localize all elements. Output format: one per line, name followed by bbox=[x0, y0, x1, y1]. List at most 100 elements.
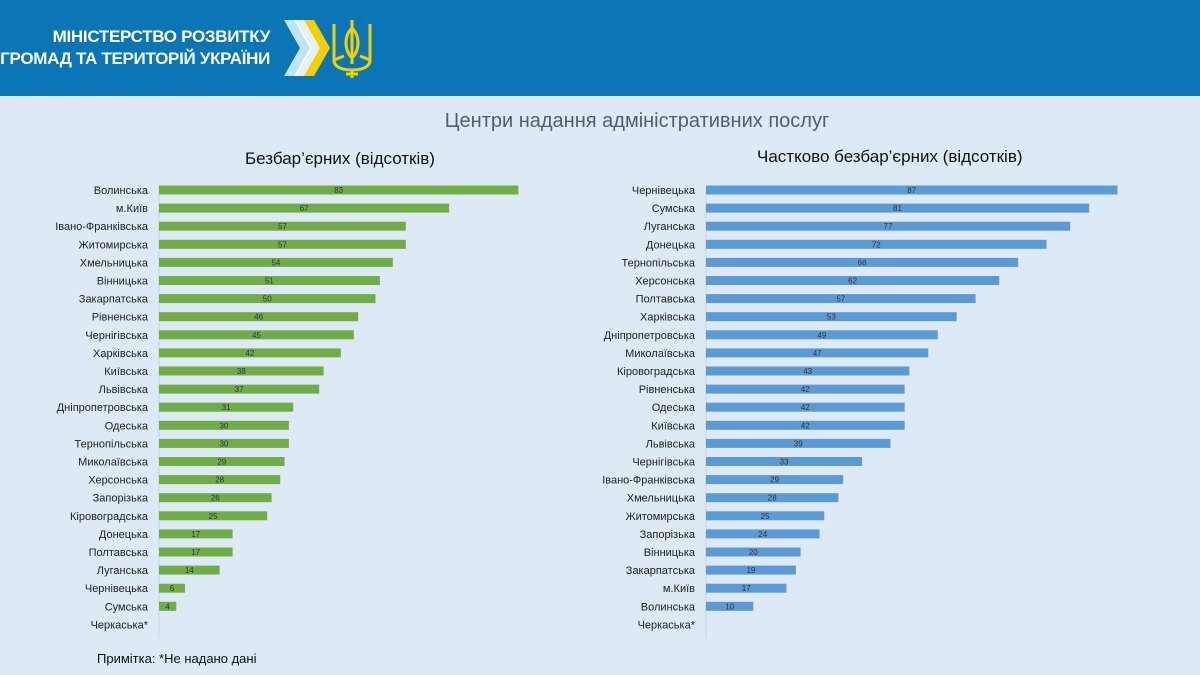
bar-value-label: 39 bbox=[794, 439, 803, 448]
category-label: Запорізька bbox=[93, 493, 149, 505]
bar-value-label: 42 bbox=[801, 403, 810, 412]
category-label: Полтавська bbox=[636, 294, 696, 306]
bar bbox=[159, 529, 233, 539]
category-label: Тернопільська bbox=[622, 257, 696, 269]
category-label: Чернівецька bbox=[85, 583, 149, 595]
barrier-free-bar-chart: Волинська 83 м.Київ 67 Івано-Франківська 57 Жи… bbox=[55, 185, 519, 639]
bar-value-label: 53 bbox=[827, 313, 836, 322]
bar-value-label: 45 bbox=[252, 331, 261, 340]
bar-value-label: 38 bbox=[237, 367, 246, 376]
bar-value-label: 47 bbox=[813, 349, 822, 358]
ministry-name-line1: МІНІСТЕРСТВО РОЗВИТКУ bbox=[52, 27, 271, 46]
category-label: м.Київ bbox=[663, 583, 695, 595]
category-label: Житомирська bbox=[78, 239, 148, 251]
category-label: Закарпатська bbox=[626, 565, 696, 577]
page-title: Центри надання адміністративних послуг bbox=[444, 110, 830, 132]
partially-barrier-free-bar-chart: Чернівецька 87 Сумська 81 Луганська 77 Донецьк… bbox=[602, 185, 1118, 639]
bar-value-label: 67 bbox=[300, 204, 309, 213]
bar-value-label: 42 bbox=[801, 385, 810, 394]
bar bbox=[706, 420, 905, 430]
category-label: Одеська bbox=[652, 402, 696, 414]
bar bbox=[706, 384, 905, 394]
bar bbox=[706, 276, 1000, 285]
bar-value-label: 30 bbox=[219, 439, 228, 448]
bar bbox=[706, 312, 957, 322]
category-label: Вінницька bbox=[644, 547, 696, 559]
category-label: м.Київ bbox=[116, 203, 148, 215]
bar bbox=[706, 601, 754, 611]
bar-value-label: 4 bbox=[165, 602, 170, 611]
bar-value-label: 17 bbox=[191, 530, 200, 539]
category-label: Хмельницька bbox=[80, 257, 149, 269]
category-label: Харківська bbox=[93, 348, 149, 360]
category-label: Донецька bbox=[99, 529, 149, 541]
bar bbox=[159, 330, 354, 340]
header-banner: МІНІСТЕРСТВО РОЗВИТКУ ГРОМАД ТА ТЕРИТОРІ… bbox=[0, 0, 1200, 96]
category-label: Кіровоградська bbox=[617, 366, 696, 378]
bar bbox=[159, 402, 294, 412]
bar-value-label: 28 bbox=[215, 476, 224, 485]
bar-value-label: 62 bbox=[848, 277, 857, 286]
bar bbox=[159, 185, 519, 195]
category-label: Рівненська bbox=[92, 312, 149, 324]
category-label: Житомирська bbox=[625, 511, 695, 523]
category-label: Чернігівська bbox=[85, 330, 149, 342]
bar-value-label: 19 bbox=[746, 566, 755, 575]
bar bbox=[159, 547, 233, 557]
category-label: Херсонська bbox=[635, 276, 696, 288]
category-label: Закарпатська bbox=[79, 294, 149, 306]
bar-value-label: 24 bbox=[758, 530, 767, 539]
bar-value-label: 20 bbox=[749, 548, 758, 557]
bar-value-label: 83 bbox=[334, 186, 343, 195]
bar-value-label: 46 bbox=[254, 313, 263, 322]
category-label: Дніпропетровська bbox=[57, 402, 149, 414]
bar-value-label: 57 bbox=[278, 222, 287, 231]
category-label: Львівська bbox=[646, 438, 696, 450]
category-label: Волинська bbox=[641, 601, 696, 613]
bar-value-label: 26 bbox=[211, 494, 220, 503]
bar bbox=[706, 583, 787, 593]
bar-value-label: 31 bbox=[222, 403, 231, 412]
bar bbox=[706, 294, 976, 304]
category-label: Луганська bbox=[97, 565, 149, 577]
category-label: Херсонська bbox=[88, 475, 149, 487]
category-label: Дніпропетровська bbox=[604, 330, 696, 342]
ministry-name-line2: ГРОМАД ТА ТЕРИТОРІЙ УКРАЇНИ bbox=[0, 49, 270, 68]
bar-value-label: 66 bbox=[858, 258, 867, 267]
bar bbox=[706, 330, 938, 340]
bar bbox=[706, 438, 891, 448]
category-label: Вінницька bbox=[97, 276, 149, 288]
category-label: Миколаївська bbox=[625, 348, 696, 360]
category-label: Хмельницька bbox=[627, 493, 696, 505]
bar bbox=[159, 583, 185, 593]
category-label: Кіровоградська bbox=[70, 511, 149, 523]
bar-value-label: 17 bbox=[191, 548, 200, 557]
category-label: Рівненська bbox=[639, 384, 696, 396]
bar bbox=[706, 457, 863, 466]
category-label: Харківська bbox=[640, 312, 696, 324]
bar bbox=[159, 493, 272, 503]
bar-value-label: 25 bbox=[209, 512, 218, 521]
chart-title-partially-barrier-free: Частково безбар’єрних (відсотків) bbox=[757, 147, 1023, 166]
bar bbox=[159, 276, 380, 285]
bar-value-label: 6 bbox=[170, 584, 175, 593]
bar bbox=[159, 366, 324, 376]
bar-value-label: 33 bbox=[780, 458, 789, 467]
bar bbox=[706, 565, 796, 575]
category-label: Сумська bbox=[105, 601, 149, 613]
bar bbox=[706, 493, 839, 503]
category-label: Івано-Франківська bbox=[602, 475, 696, 487]
bar bbox=[706, 239, 1047, 249]
bar-value-label: 29 bbox=[217, 458, 226, 467]
bar bbox=[706, 348, 929, 358]
category-label: Донецька bbox=[646, 239, 696, 251]
category-label: Чернівецька bbox=[632, 185, 696, 197]
bar bbox=[159, 257, 393, 267]
bar-value-label: 43 bbox=[803, 367, 812, 376]
bar bbox=[159, 475, 281, 485]
chart-title-barrier-free: Безбар’єрних (відсотків) bbox=[245, 149, 435, 168]
bar bbox=[706, 366, 910, 376]
bar bbox=[706, 257, 1019, 267]
category-label: Черкаська* bbox=[638, 619, 696, 631]
category-label: Чернігівська bbox=[632, 457, 696, 469]
